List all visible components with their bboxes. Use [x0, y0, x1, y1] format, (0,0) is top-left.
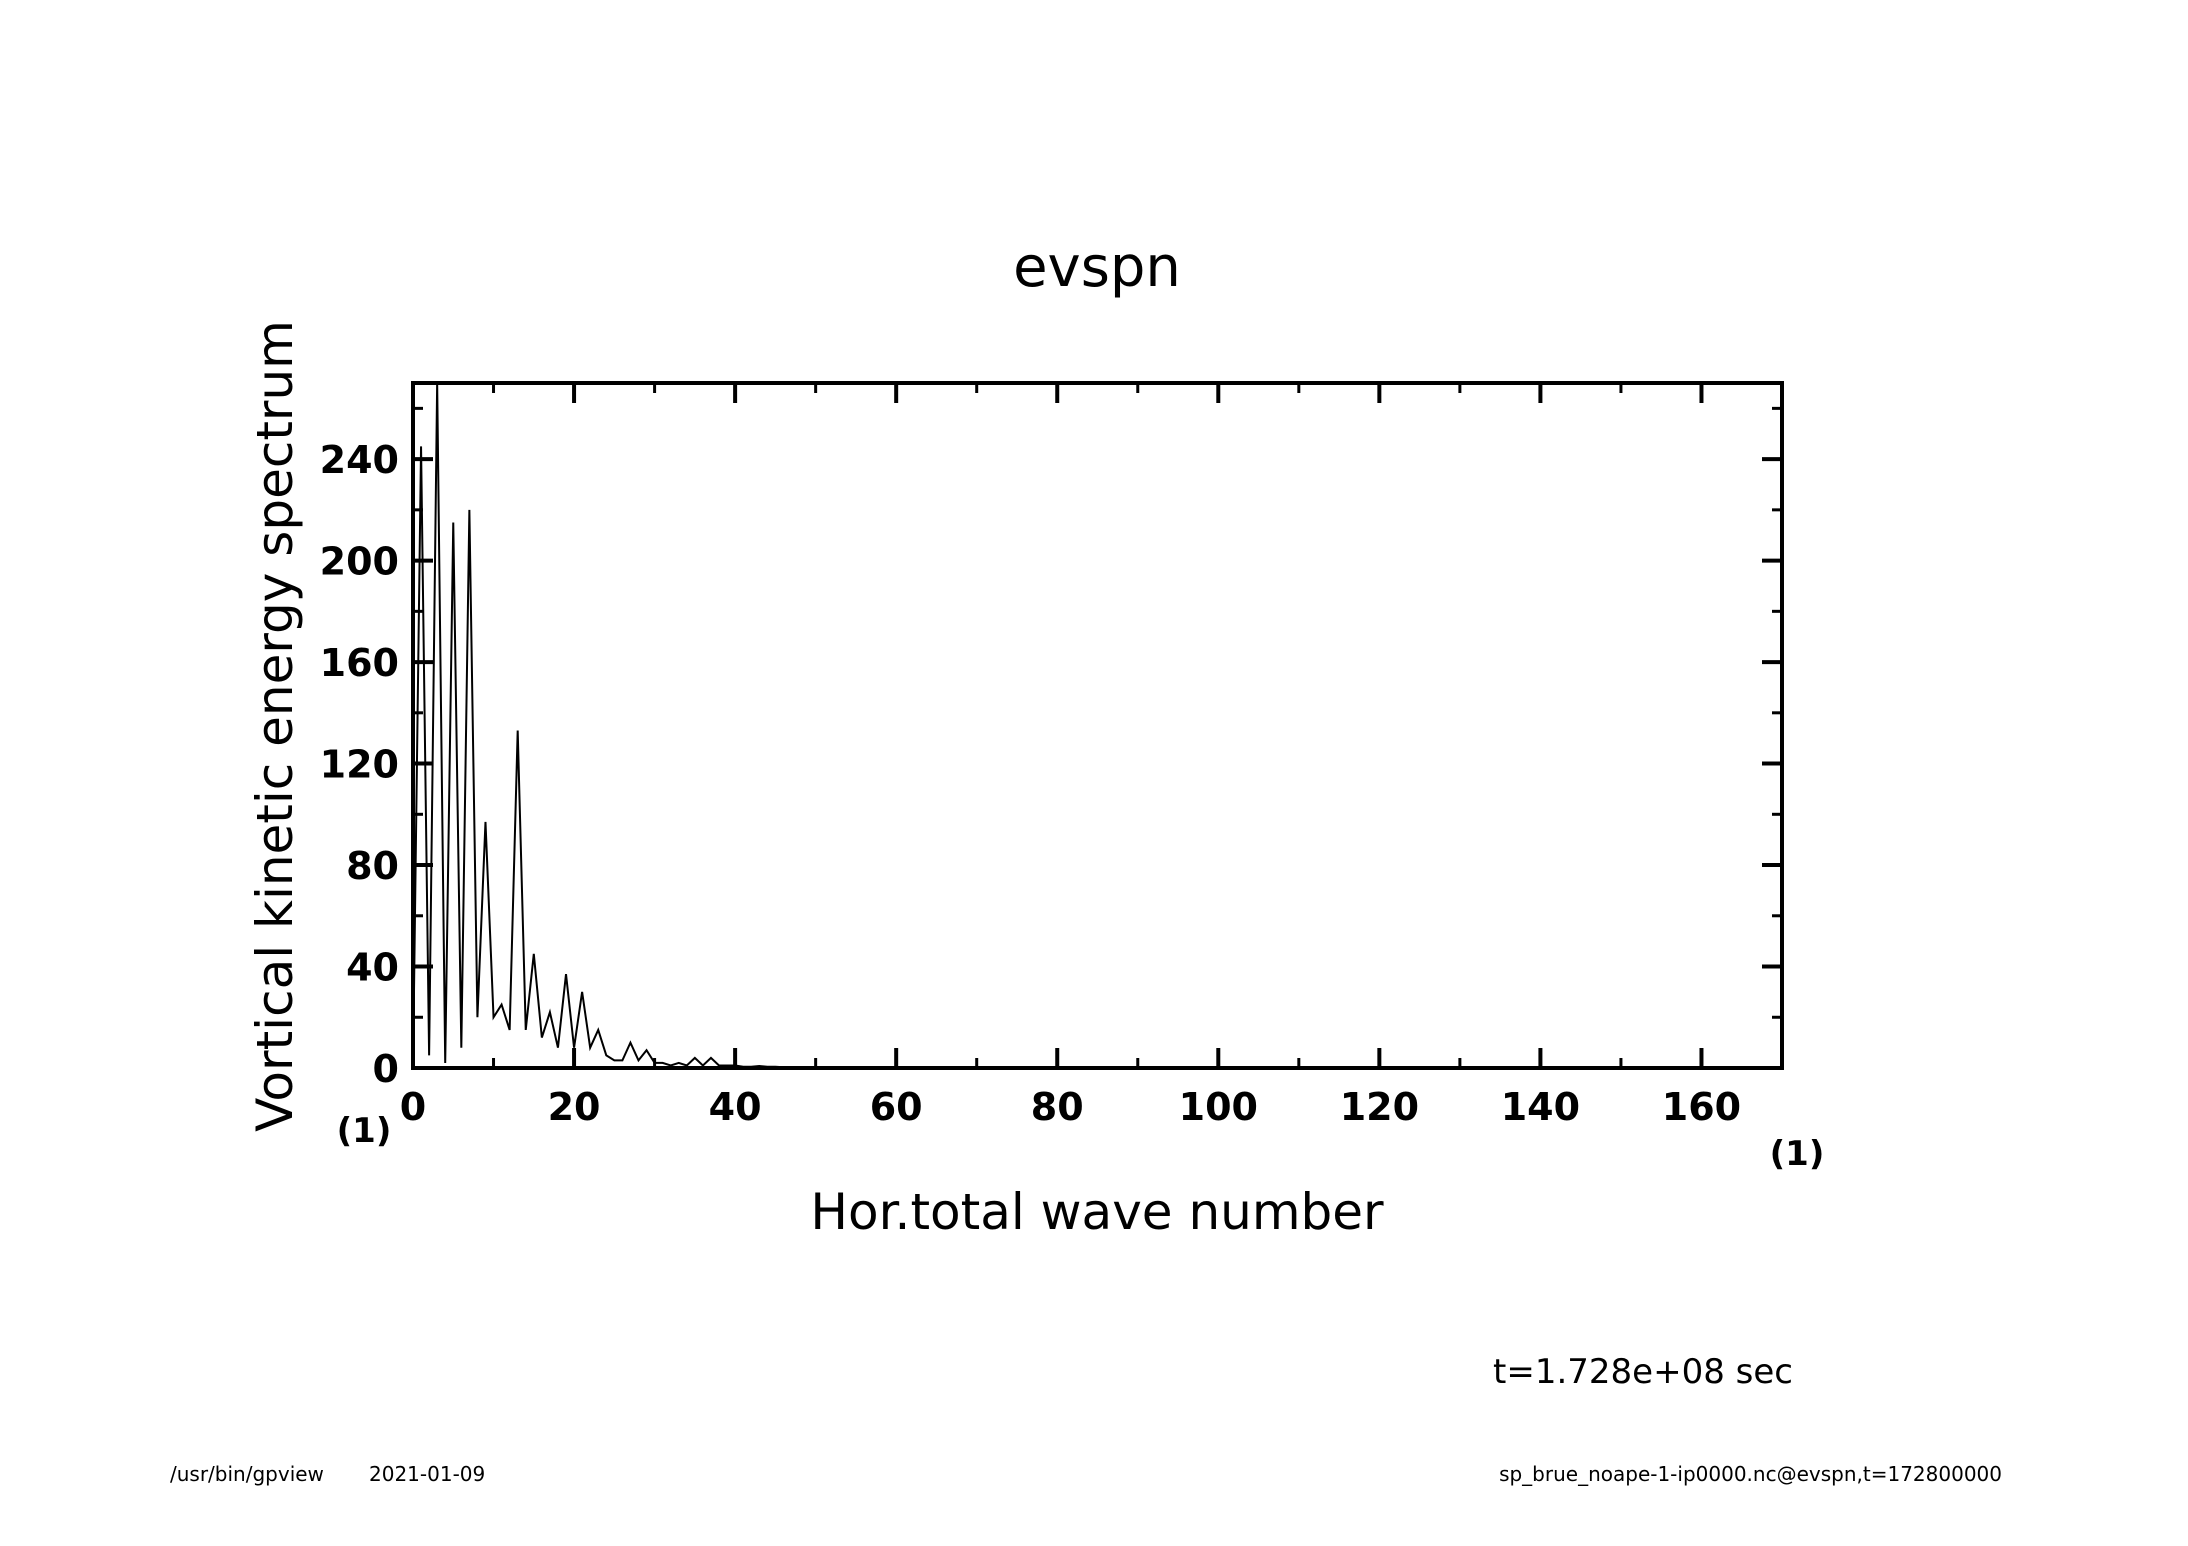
y-tick-labels: 0 40 80 120 160 200 240: [320, 438, 399, 1091]
x-axis-label: Hor.total wave number: [810, 1183, 1384, 1241]
x-tick-label: 160: [1662, 1085, 1741, 1129]
y-tick-label: 240: [320, 438, 399, 482]
plot-frame: [411, 381, 1784, 1070]
x-unit-label: (1): [1770, 1134, 1825, 1174]
y-tick-label: 0: [373, 1047, 399, 1091]
x-tick-label: 0: [400, 1085, 426, 1129]
y-tick-label: 200: [320, 540, 399, 584]
y-tick-label: 40: [346, 946, 399, 990]
x-tick-label: 60: [870, 1085, 923, 1129]
plot-area: [411, 381, 1784, 1070]
x-tick-label: 120: [1340, 1085, 1419, 1129]
footer-program: /usr/bin/gpview: [170, 1462, 324, 1486]
y-tick-label: 80: [346, 844, 399, 888]
x-tick-label: 140: [1501, 1085, 1580, 1129]
x-tick-label: 100: [1179, 1085, 1258, 1129]
x-tick-label: 40: [709, 1085, 762, 1129]
x-tick-label: 20: [548, 1085, 601, 1129]
x-tick-labels: 0 20 40 60 80 100 120 140 160: [400, 1085, 1741, 1129]
y-axis-label: Vortical kinetic energy spectrum: [246, 320, 304, 1132]
y-tick-label: 120: [320, 743, 399, 787]
footer-source: sp_brue_noape-1-ip0000.nc@evspn,t=172800…: [1499, 1462, 2002, 1486]
time-label: t=1.728e+08 sec: [1493, 1352, 1793, 1392]
x-tick-label: 80: [1031, 1085, 1084, 1129]
y-unit-label: (1): [337, 1111, 392, 1151]
footer-date: 2021-01-09: [369, 1462, 485, 1486]
y-tick-label: 160: [320, 641, 399, 685]
chart-title: evspn: [1013, 235, 1181, 300]
